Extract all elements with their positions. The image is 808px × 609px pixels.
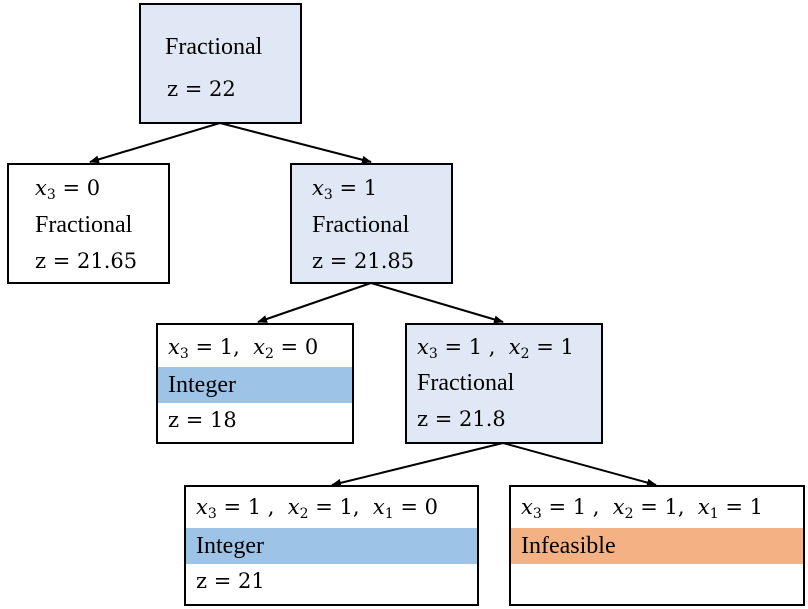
node-status-band-infeasible: Infeasible xyxy=(511,528,803,564)
node-x3-1: x3 = 1 Fractional z = 21.85 xyxy=(290,163,453,284)
node-constraint: x3 = 1 , x2 = 1 xyxy=(417,335,574,362)
node-constraint: x3 = 1, x2 = 0 xyxy=(168,335,319,362)
node-root: Fractional z = 22 xyxy=(139,3,302,124)
edge-root-to-x3-0 xyxy=(89,122,221,164)
node-x3-1-x2-0: x3 = 1, x2 = 0 Integer z = 18 xyxy=(156,323,354,444)
node-z-value: z = 22 xyxy=(167,77,236,101)
node-z-value: z = 21.85 xyxy=(312,249,415,273)
node-status-band-integer: Integer xyxy=(186,528,477,564)
node-constraint: x3 = 1 xyxy=(312,176,378,203)
node-constraint: x3 = 1 , x2 = 1, x1 = 0 xyxy=(196,495,438,522)
edge-x2-1-to-x1-0 xyxy=(331,442,504,487)
node-constraint: x3 = 1 , x2 = 1, x1 = 1 xyxy=(521,495,763,522)
edge-x3-1-to-x2-0 xyxy=(257,282,372,323)
node-z-value: z = 18 xyxy=(168,408,237,432)
node-status-band-integer: Integer xyxy=(158,367,352,403)
node-x3-1-x2-1-x1-0: x3 = 1 , x2 = 1, x1 = 0 Integer z = 21 xyxy=(184,485,479,606)
edge-x3-1-to-x2-1 xyxy=(370,282,504,324)
edge-x2-1-to-x1-1 xyxy=(502,442,657,487)
node-status-label: Fractional xyxy=(35,212,133,238)
node-status-label: Fractional xyxy=(417,370,515,396)
node-x3-1-x2-1: x3 = 1 , x2 = 1 Fractional z = 21.8 xyxy=(405,323,603,444)
edge-root-to-x3-1 xyxy=(219,122,372,164)
node-status-label: Fractional xyxy=(312,212,410,238)
node-constraint: x3 = 0 xyxy=(35,176,101,203)
node-status-label: Fractional xyxy=(165,34,263,60)
node-x3-1-x2-1-x1-1: x3 = 1 , x2 = 1, x1 = 1 Infeasible xyxy=(509,485,805,606)
node-x3-0: x3 = 0 Fractional z = 21.65 xyxy=(7,163,170,284)
node-z-value: z = 21.65 xyxy=(35,249,138,273)
node-z-value: z = 21 xyxy=(196,569,265,593)
node-z-value: z = 21.8 xyxy=(417,407,506,431)
